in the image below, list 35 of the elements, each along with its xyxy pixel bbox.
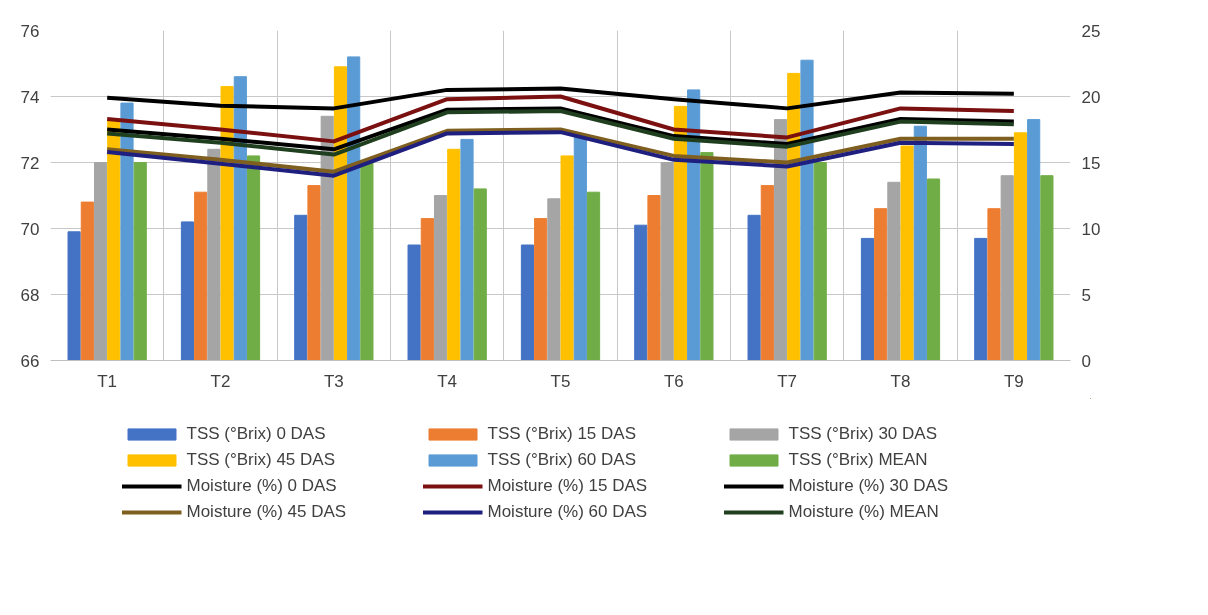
x-tick-label: T7 [777,371,798,391]
x-tick-label: T8 [890,371,911,391]
y-tick-label: 76 [20,21,40,41]
x-tick-label: T2 [210,371,231,391]
y2-tick-label: 20 [1081,87,1101,107]
legend-label: TSS (°Brix) 30 DAS [788,424,938,444]
y2-tick-label: 0 [1081,351,1091,371]
x-tick-label: T6 [663,371,684,391]
x-tick-label: T3 [323,371,344,391]
legend-label: TSS (°Brix) 15 DAS [487,424,637,444]
y2-tick-label: 15 [1081,153,1101,173]
legend-label: Moisture (%) 15 DAS [487,476,649,496]
y-tick-label: 70 [20,219,40,239]
legend-label: Moisture (%) 60 DAS [487,502,649,522]
x-tick-label: T9 [1003,371,1024,391]
legend-label: Moisture (%) 45 DAS [186,502,348,522]
legend-label: Moisture (%) 30 DAS [788,476,950,496]
x-tick-label: T5 [550,371,571,391]
line-series [105,94,1016,144]
y2-tick-label: 10 [1081,219,1101,239]
y-tick-label: 72 [20,153,40,173]
y2-tick-label: 25 [1081,21,1101,41]
legend-label: Moisture (%) MEAN [788,502,940,522]
y2-tick-label: 5 [1081,285,1091,305]
legend-label: TSS (°Brix) 0 DAS [186,424,327,444]
y-tick-label: 74 [20,87,40,107]
legend-label: TSS (°Brix) 45 DAS [186,450,336,470]
x-tick-label: T1 [97,371,118,391]
legend-label: Moisture (%) 0 DAS [186,476,338,496]
legend-label: TSS (°Brix) MEAN [788,450,929,470]
y-tick-label: 66 [20,351,40,371]
line-series [105,86,1016,111]
legend-label: TSS (°Brix) 60 DAS [487,450,637,470]
y-tick-label: 68 [20,285,40,305]
x-tick-label: T4 [437,371,458,391]
